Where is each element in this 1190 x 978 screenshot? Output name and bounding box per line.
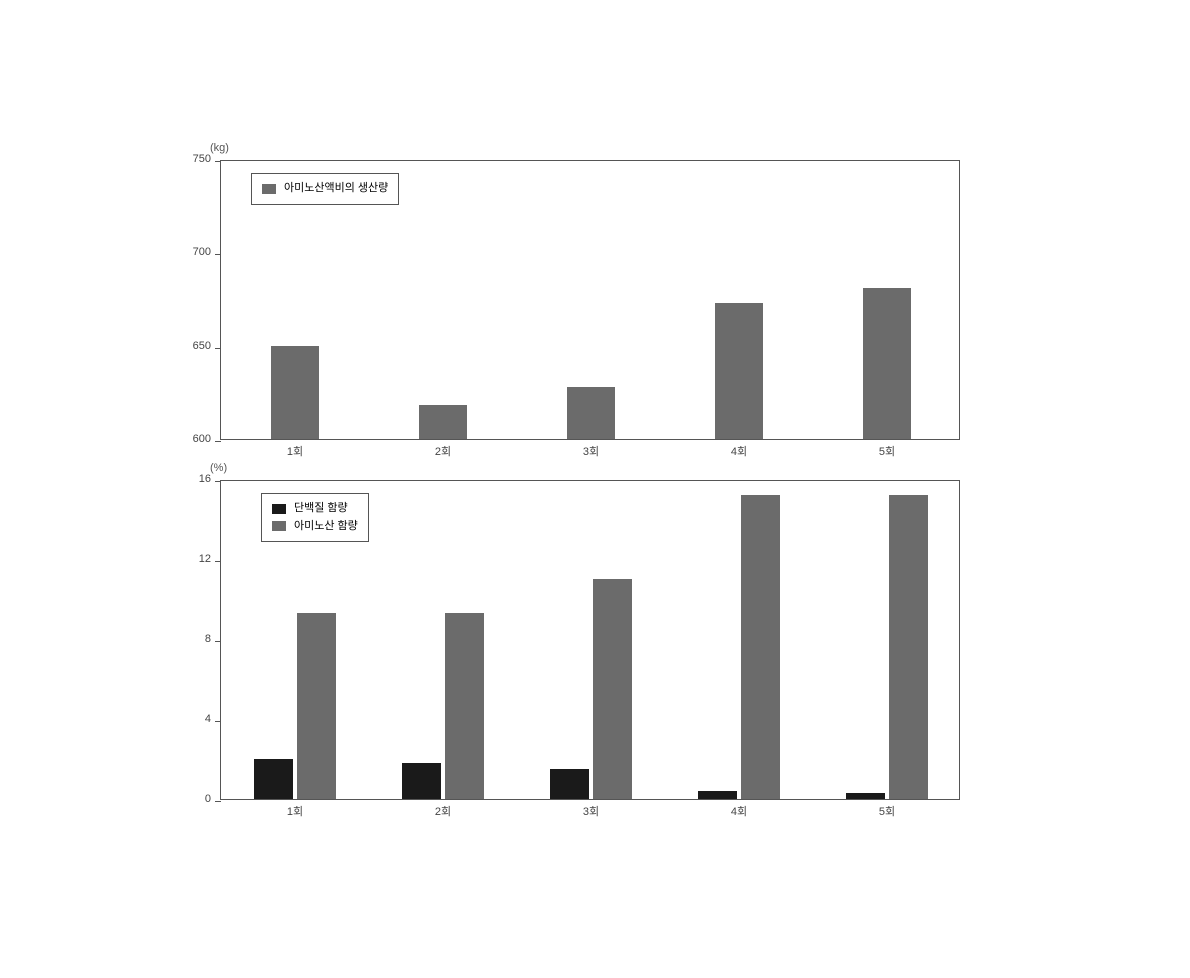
- y-tick-label: 4: [205, 713, 211, 725]
- x-tick-label: 2회: [435, 443, 451, 459]
- bar: [402, 763, 440, 799]
- bar: [419, 405, 466, 439]
- y-tick-label: 700: [193, 246, 211, 258]
- x-tick-label: 1회: [287, 803, 303, 819]
- bottom-unit-label: (%): [210, 462, 227, 474]
- x-tick-label: 3회: [583, 803, 599, 819]
- y-tick-label: 16: [199, 473, 211, 485]
- bar: [863, 288, 910, 439]
- top-legend: 아미노산액비의 생산량: [251, 173, 399, 205]
- y-tick: [215, 481, 221, 482]
- x-tick-label: 4회: [731, 443, 747, 459]
- x-tick-label: 5회: [879, 803, 895, 819]
- y-tick-label: 0: [205, 793, 211, 805]
- y-tick-label: 8: [205, 633, 211, 645]
- y-tick: [215, 641, 221, 642]
- top-unit-label: (kg): [210, 142, 229, 154]
- legend-item: 단백질 함량: [272, 500, 358, 518]
- x-tick-label: 3회: [583, 443, 599, 459]
- bottom-legend: 단백질 함량아미노산 함량: [261, 493, 369, 542]
- y-tick-label: 600: [193, 433, 211, 445]
- legend-swatch: [262, 184, 276, 194]
- bar: [271, 346, 318, 439]
- bottom-chart-panel: (%) 단백질 함량아미노산 함량 04812161회2회3회4회5회: [220, 480, 990, 800]
- bottom-plot-area: 단백질 함량아미노산 함량 04812161회2회3회4회5회: [220, 480, 960, 800]
- x-tick-label: 1회: [287, 443, 303, 459]
- bar: [715, 303, 762, 439]
- bar: [593, 579, 631, 799]
- legend-label: 아미노산액비의 생산량: [284, 180, 388, 198]
- bar: [297, 613, 335, 799]
- y-tick: [215, 254, 221, 255]
- legend-label: 단백질 함량: [294, 500, 348, 518]
- y-tick: [215, 161, 221, 162]
- legend-item: 아미노산 함량: [272, 518, 358, 536]
- bar: [445, 613, 483, 799]
- bar: [567, 387, 614, 439]
- legend-item: 아미노산액비의 생산량: [262, 180, 388, 198]
- top-chart-panel: (kg) 아미노산액비의 생산량 6006507007501회2회3회4회5회: [220, 160, 990, 440]
- y-tick-label: 12: [199, 553, 211, 565]
- top-plot-area: 아미노산액비의 생산량 6006507007501회2회3회4회5회: [220, 160, 960, 440]
- bar: [846, 793, 884, 799]
- bar: [889, 495, 927, 799]
- legend-label: 아미노산 함량: [294, 518, 358, 536]
- legend-swatch: [272, 521, 286, 531]
- x-tick-label: 4회: [731, 803, 747, 819]
- x-tick-label: 2회: [435, 803, 451, 819]
- legend-swatch: [272, 504, 286, 514]
- bar: [550, 769, 588, 799]
- x-tick-label: 5회: [879, 443, 895, 459]
- bar: [254, 759, 292, 799]
- bar: [698, 791, 736, 799]
- charts-container: (kg) 아미노산액비의 생산량 6006507007501회2회3회4회5회 …: [220, 160, 990, 840]
- y-tick: [215, 801, 221, 802]
- y-tick-label: 750: [193, 153, 211, 165]
- y-tick: [215, 721, 221, 722]
- y-tick-label: 650: [193, 340, 211, 352]
- y-tick: [215, 348, 221, 349]
- y-tick: [215, 561, 221, 562]
- y-tick: [215, 441, 221, 442]
- bar: [741, 495, 779, 799]
